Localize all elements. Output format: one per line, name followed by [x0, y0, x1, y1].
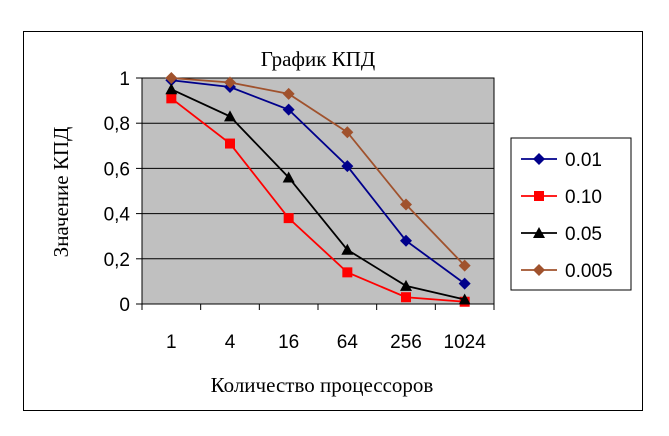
legend-item: 0.05	[521, 224, 602, 245]
data-point	[282, 87, 295, 100]
x-tick-label: 1024	[444, 332, 487, 353]
data-point	[342, 267, 353, 278]
series-line	[170, 97, 465, 303]
x-tick-label: 4	[225, 332, 236, 353]
legend-marker	[533, 264, 545, 276]
data-point	[165, 72, 178, 84]
series-line	[170, 88, 465, 301]
x-tick-label: 1	[166, 332, 177, 353]
plot-area	[142, 78, 494, 304]
data-point	[224, 110, 236, 122]
legend-label: 0.01	[565, 150, 602, 171]
data-point	[282, 171, 295, 183]
series-0	[165, 74, 471, 290]
x-tick-label: 256	[390, 332, 422, 353]
y-tick-labels: 0 0,2 0,4 0,6 0,8 1	[104, 69, 131, 316]
x-tick-label: 64	[337, 332, 359, 353]
legend-label: 0.10	[565, 187, 602, 208]
legend-marker	[533, 227, 545, 238]
y-tick-label: 1	[119, 69, 130, 90]
y-tick-label: 0,4	[104, 205, 131, 226]
legend-item: 0.10	[521, 187, 602, 208]
x-axis-title: Количество процессоров	[211, 373, 434, 397]
legend-label: 0.005	[565, 261, 613, 282]
legend: 0.01 0.10 0.05 0.005	[510, 137, 632, 291]
series-3	[165, 72, 471, 272]
series-line	[171, 77, 466, 267]
chart-title: График КПД	[261, 47, 375, 71]
x-tick-label: 16	[278, 332, 299, 353]
data-point	[341, 160, 354, 173]
y-tick-label: 0	[119, 295, 130, 316]
legend-box	[510, 137, 632, 291]
y-tick-label: 0,6	[104, 159, 130, 180]
data-point	[458, 277, 471, 290]
data-point	[400, 198, 412, 211]
data-point	[282, 103, 295, 116]
legend-item: 0.005	[521, 261, 613, 282]
y-tick-label: 0,8	[104, 114, 130, 135]
data-point	[458, 259, 471, 272]
y-tick-label: 0,2	[104, 250, 130, 271]
data-point	[341, 126, 354, 139]
y-axis-title: Значение КПД	[49, 127, 73, 258]
data-point	[283, 213, 294, 224]
data-point	[224, 76, 236, 89]
legend-label: 0.05	[565, 224, 602, 245]
series-line	[171, 79, 466, 285]
legend-item: 0.01	[521, 150, 602, 171]
data-point	[401, 292, 411, 303]
data-point	[341, 243, 354, 255]
axes	[141, 77, 495, 310]
data-point	[225, 138, 235, 149]
series-2	[165, 83, 471, 305]
legend-marker	[534, 191, 544, 201]
data-point	[458, 293, 471, 305]
legend-marker	[533, 153, 545, 165]
data-point	[166, 93, 177, 104]
x-tick-labels: 1 4 16 64 256 1024	[166, 332, 486, 353]
series-group	[165, 72, 471, 307]
data-point	[165, 83, 178, 95]
data-point	[400, 234, 412, 247]
data-point	[400, 279, 412, 291]
